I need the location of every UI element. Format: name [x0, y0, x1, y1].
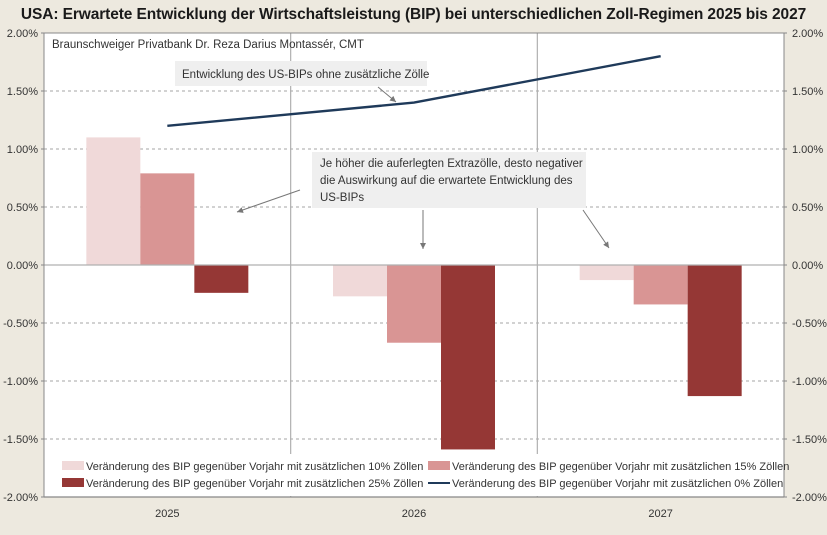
y-tick-label-left: 0.50%: [7, 202, 38, 214]
y-tick-label-right: 1.00%: [792, 144, 823, 156]
legend-swatch: [62, 461, 84, 470]
annotation-box: [312, 152, 586, 208]
annotation-arrow: [377, 86, 397, 103]
y-tick-label-left: 1.00%: [7, 144, 38, 156]
bar: [687, 265, 742, 397]
y-tick-label-right: -1.50%: [792, 434, 827, 446]
y-tick-label-left: -1.00%: [3, 376, 38, 388]
annotation-tariff-note: Je höher die auferlegten Extrazölle, des…: [320, 158, 583, 170]
x-tick-label: 2026: [402, 508, 426, 520]
annotation-line-note: Entwicklung des US-BIPs ohne zusätzliche…: [182, 69, 429, 81]
x-tick-label: 2027: [648, 508, 672, 520]
y-tick-label-right: 0.50%: [792, 202, 823, 214]
bar: [441, 265, 495, 450]
legend-background: [46, 454, 782, 496]
y-tick-label-right: 1.50%: [792, 86, 823, 98]
y-tick-label-left: -2.00%: [3, 492, 38, 504]
annotation-tariff-note: die Auswirkung auf die erwartete Entwick…: [320, 175, 573, 187]
bar: [633, 265, 688, 305]
bar: [86, 137, 141, 265]
y-tick-label-right: -1.00%: [792, 376, 827, 388]
bar: [333, 265, 387, 297]
y-tick-label-left: 1.50%: [7, 86, 38, 98]
annotation-arrow: [582, 209, 610, 249]
chart-title: USA: Erwartete Entwicklung der Wirtschaf…: [20, 6, 807, 23]
x-tick-label: 2025: [155, 508, 179, 520]
legend-label: Veränderung des BIP gegenüber Vorjahr mi…: [452, 461, 789, 473]
legend-label: Veränderung des BIP gegenüber Vorjahr mi…: [86, 478, 423, 490]
annotation-tariff-note: US-BIPs: [320, 192, 364, 204]
legend-label: Veränderung des BIP gegenüber Vorjahr mi…: [86, 461, 423, 473]
bar: [579, 265, 634, 281]
bar: [140, 173, 195, 265]
legend-swatch: [428, 461, 450, 470]
line-series-0pct: [167, 55, 661, 127]
y-tick-label-right: 0.00%: [792, 260, 823, 272]
y-tick-label-left: -0.50%: [3, 318, 38, 330]
y-tick-label-left: 2.00%: [7, 28, 38, 40]
y-tick-label-right: 2.00%: [792, 28, 823, 40]
legend-label: Veränderung des BIP gegenüber Vorjahr mi…: [452, 478, 783, 490]
legend-swatch: [62, 478, 84, 487]
bar: [194, 265, 249, 293]
y-tick-label-left: -1.50%: [3, 434, 38, 446]
y-tick-label-right: -0.50%: [792, 318, 827, 330]
annotation-box: [175, 61, 427, 86]
bar: [387, 265, 441, 343]
y-tick-label-right: -2.00%: [792, 492, 827, 504]
y-tick-label-left: 0.00%: [7, 260, 38, 272]
source-label: Braunschweiger Privatbank Dr. Reza Dariu…: [52, 39, 364, 51]
annotation-arrow: [236, 189, 301, 213]
